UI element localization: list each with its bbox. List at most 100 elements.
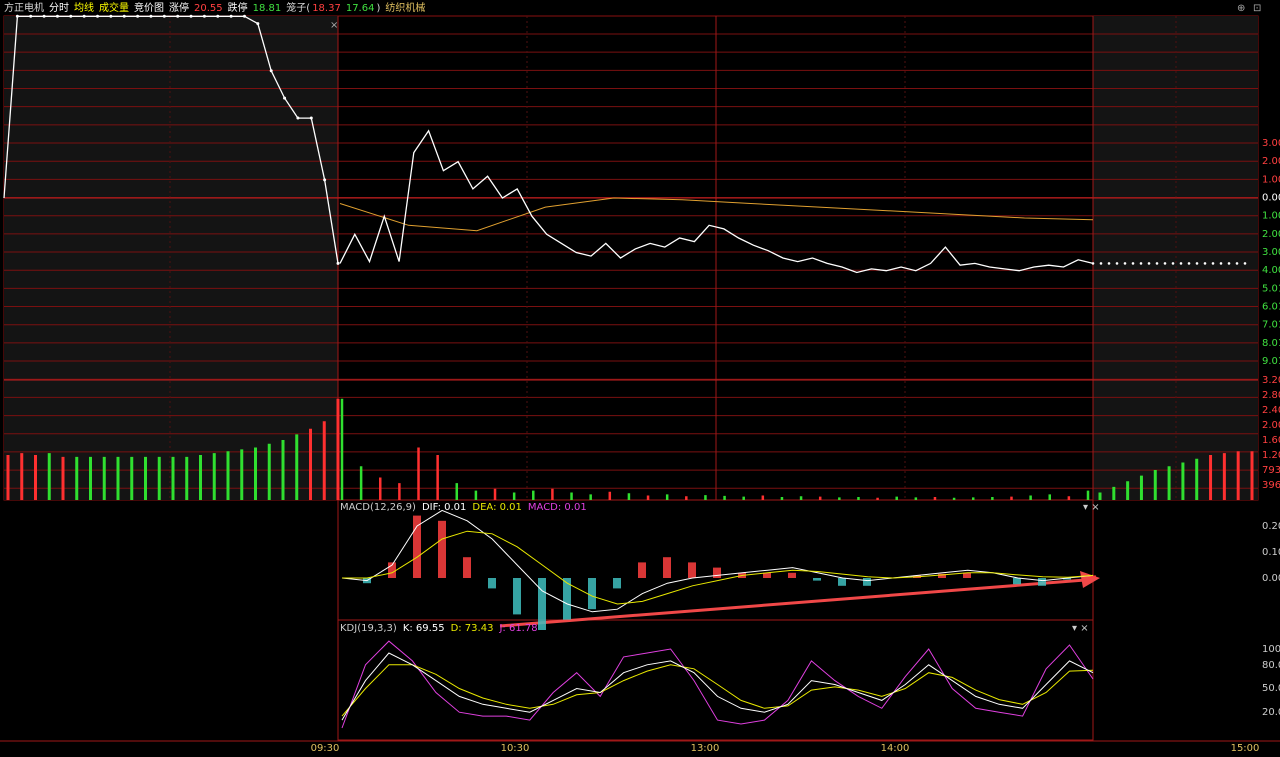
auction-dot (82, 14, 86, 18)
price-axis-label: 2.00 (1262, 156, 1280, 167)
post-dot (1091, 262, 1095, 265)
post-dot (1107, 262, 1111, 265)
macd-bar (663, 557, 671, 578)
macd-bar (713, 567, 721, 578)
macd-bar (963, 572, 971, 578)
kdj-title: KDJ(19,3,3) (340, 623, 397, 634)
volume-bar (185, 456, 189, 500)
settings-icon[interactable]: ⊡ (1253, 3, 1261, 14)
post-dot (1115, 262, 1119, 265)
macd-bar (513, 578, 521, 615)
price-axis-label: 4.00 (1262, 265, 1280, 276)
j-line (341, 640, 1094, 729)
post-dot (1203, 262, 1207, 265)
macd-bar (863, 578, 871, 586)
volume-axis-label: 3.20 (1262, 375, 1280, 386)
header-item: 成交量 (99, 1, 129, 14)
auction-dot (202, 14, 206, 18)
price-axis-label: 3.00 (1262, 247, 1280, 258)
volume-bar (75, 456, 79, 500)
volume-bar (102, 456, 106, 500)
header-item: 跌停 (228, 1, 248, 14)
volume-bar (1153, 470, 1157, 500)
volume-bar (665, 494, 669, 500)
time-label: 15:00 (1231, 743, 1260, 754)
volume-bar (933, 497, 937, 500)
close-icon[interactable]: × (330, 20, 338, 31)
volume-bar (1181, 462, 1185, 500)
volume-bar (914, 497, 918, 500)
volume-bar (240, 449, 244, 500)
header-item: ) (376, 3, 380, 14)
auction-dot (336, 261, 340, 265)
volume-bar (34, 455, 37, 500)
kdj-axis-label: 100 (1262, 644, 1280, 655)
kdj-axis-label: 80.00 (1262, 660, 1280, 671)
volume-bar (6, 455, 10, 500)
volume-bar (281, 440, 285, 500)
volume-bar (199, 455, 202, 500)
volume-bar (1029, 495, 1032, 500)
price-axis-label: 3.00 (1262, 138, 1280, 149)
zoom-icon[interactable]: ⊕ (1237, 3, 1245, 14)
volume-bar (130, 456, 134, 500)
volume-bar (436, 455, 439, 500)
time-label: 09:30 (311, 743, 340, 754)
post-dot (1235, 262, 1239, 265)
time-label: 13:00 (691, 743, 720, 754)
macd-bar (1063, 578, 1071, 580)
header-item: 涨停 (169, 1, 189, 14)
volume-bar (551, 488, 554, 500)
volume-bar (742, 496, 745, 500)
auction-dot (109, 14, 113, 18)
macd-close[interactable]: ▾ × (1083, 502, 1100, 513)
annotation-arrow (499, 578, 1086, 628)
volume-bar (1209, 455, 1213, 500)
header-item: 18.37 (312, 3, 341, 14)
post-dot (1219, 262, 1223, 265)
kdj-close[interactable]: ▾ × (1072, 623, 1089, 634)
header-item: 纺织机械 (385, 1, 425, 14)
dif-line (341, 509, 1094, 613)
volume-bar (1250, 451, 1254, 500)
header-item: 竞价图 (134, 1, 164, 14)
post-dot (1195, 262, 1199, 265)
macd-bar (538, 578, 546, 630)
auction-dot (69, 14, 73, 18)
price-axis-label: 9.01 (1262, 356, 1280, 367)
macd-bar (488, 578, 496, 589)
price-axis-label: 8.01 (1262, 338, 1280, 349)
macd-axis-label: 0.20 (1262, 521, 1280, 532)
macd-bar (438, 520, 446, 578)
volume-bar (838, 497, 841, 500)
auction-dot (136, 14, 140, 18)
price-line (339, 129, 1094, 274)
auction-dot (122, 14, 126, 18)
volume-bar (359, 466, 363, 500)
volume-bar (799, 496, 803, 500)
auction-dot (42, 14, 46, 18)
post-dot (1099, 262, 1103, 265)
volume-bar (61, 456, 65, 500)
auction-dot (15, 14, 19, 18)
auction-dot (96, 14, 100, 18)
volume-bar (991, 497, 994, 500)
volume-axis-label: 1.60 (1262, 435, 1280, 446)
macd-bar (763, 572, 771, 578)
auction-dot (242, 14, 246, 18)
post-dot (1123, 262, 1127, 265)
time-label: 10:30 (501, 743, 530, 754)
macd-bar (388, 562, 396, 578)
annotation-arrowhead (1080, 571, 1100, 588)
volume-bar (336, 398, 340, 500)
volume-bar (704, 495, 707, 500)
macd-axis-label: 0.10 (1262, 547, 1280, 558)
header-item: 20.55 (194, 3, 223, 14)
volume-bar (398, 483, 401, 500)
volume-bar (818, 496, 822, 500)
auction-shade (4, 16, 338, 500)
macd-bar (613, 578, 621, 589)
price-axis-label: 6.01 (1262, 302, 1280, 313)
volume-bar (171, 456, 175, 500)
